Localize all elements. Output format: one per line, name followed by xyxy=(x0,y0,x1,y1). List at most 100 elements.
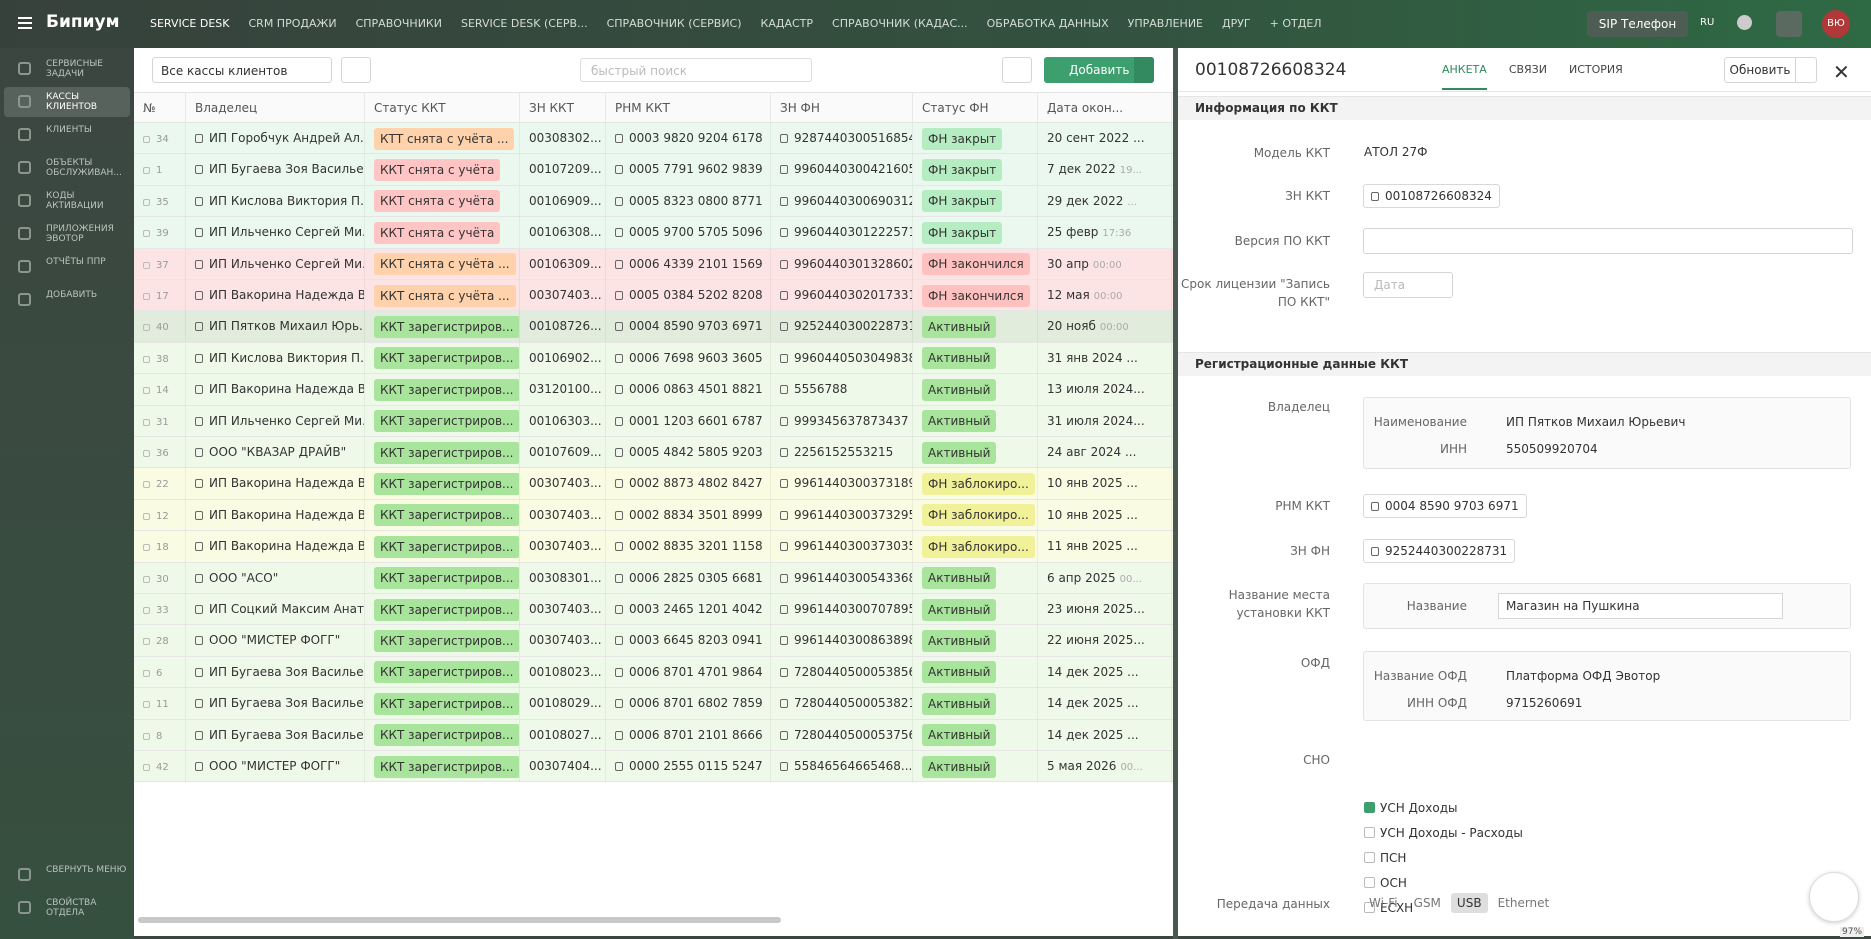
field-chip[interactable]: 00108726608324 xyxy=(1363,184,1500,208)
table-row[interactable]: 42 ООО "МИСТЕР ФОГГ" ККТ зарегистриров... 0… xyxy=(134,751,1173,783)
checkbox[interactable] xyxy=(1364,827,1375,838)
version-input[interactable] xyxy=(1363,228,1853,254)
status-badge: ФН заблокиро... xyxy=(922,535,1035,558)
table-cell: ККТ снята с учёта xyxy=(365,185,520,217)
nav-item[interactable]: ОБРАБОТКА ДАННЫХ xyxy=(986,17,1109,30)
checkbox-row[interactable]: УСН Доходы - Расходы xyxy=(1364,826,1523,840)
sip-button[interactable]: SIP Телефон xyxy=(1587,11,1688,37)
column-header[interactable]: Статус ККТ xyxy=(365,93,520,124)
tab[interactable]: АНКЕТА xyxy=(1442,63,1487,90)
nav-item[interactable]: КАДАСТР xyxy=(760,17,814,30)
table-row[interactable]: 6 ИП Бугаева Зоя Василье... ККТ зарегистри… xyxy=(134,656,1173,689)
reload-button[interactable] xyxy=(1002,57,1032,83)
checkbox-row[interactable]: ОСН xyxy=(1364,876,1407,890)
nav-item[interactable]: CRM ПРОДАЖИ xyxy=(248,17,337,30)
column-header[interactable]: ЗН ККТ xyxy=(520,93,606,124)
table-cell: ИП Соцкий Максим Анат... xyxy=(186,594,365,625)
column-header[interactable]: ЗН ФН xyxy=(771,93,913,124)
search-input[interactable]: быстрый поиск xyxy=(580,58,812,82)
sidebar-item[interactable]: ОБЪЕКТЫ ОБСЛУЖИВАН... xyxy=(4,153,130,183)
scrollbar[interactable] xyxy=(138,917,781,923)
refresh-dropdown[interactable] xyxy=(1795,57,1817,83)
nav-item[interactable]: + ОТДЕЛ xyxy=(1269,17,1322,30)
table-row[interactable]: 33 ИП Соцкий Максим Анат... ККТ зарегистри… xyxy=(134,594,1173,626)
close-button[interactable]: ✕ xyxy=(1833,60,1850,84)
transfer-option[interactable]: USB xyxy=(1450,893,1488,913)
table-row[interactable]: 39 ИП Ильченко Сергей Ми... ККТ снята с уч… xyxy=(134,217,1173,249)
table-row[interactable]: 36 ООО "КВАЗАР ДРАЙВ" ККТ зарегистриров...… xyxy=(134,437,1173,469)
table-row[interactable]: 17 ИП Вакорина Надежда В... ККТ снята с уч… xyxy=(134,280,1173,312)
sidebar-item[interactable]: КАССЫ КЛИЕНТОВ xyxy=(4,87,130,117)
date-input[interactable]: Дата xyxy=(1363,272,1453,298)
place-input[interactable]: Магазин на Пушкина xyxy=(1498,593,1783,619)
sidebar-item[interactable]: ПРИЛОЖЕНИЯ ЭВОТОР xyxy=(4,219,130,249)
table-row[interactable]: 40 ИП Пятков Михаил Юрь... ККТ зарегистрир… xyxy=(134,311,1173,343)
table-cell: Активный xyxy=(913,656,1038,688)
tab[interactable]: СВЯЗИ xyxy=(1508,63,1547,76)
nav-item[interactable]: СПРАВОЧНИК (СЕРВИС) xyxy=(606,17,742,30)
table-row[interactable]: 34 ИП Горобчук Андрей Ал... КТТ снята с уч… xyxy=(134,123,1173,155)
transfer-option[interactable]: Ethernet xyxy=(1497,896,1550,910)
table-row[interactable]: 11 ИП Бугаева Зоя Василье... ККТ зарегистр… xyxy=(134,688,1173,720)
table-cell: 14 дек 2025 ... xyxy=(1038,719,1172,751)
checkbox-row[interactable]: ЕСХН xyxy=(1364,901,1413,915)
sidebar-item[interactable]: ДОБАВИТЬ xyxy=(4,285,130,315)
logo[interactable]: Бипиум xyxy=(46,12,120,32)
language[interactable]: RU xyxy=(1700,17,1715,28)
nav-item[interactable]: УПРАВЛЕНИЕ xyxy=(1127,17,1203,30)
field-chip[interactable]: 0004 8590 9703 6971 xyxy=(1363,494,1527,518)
table-cell: 9960440301222571 xyxy=(771,217,913,249)
checkbox[interactable] xyxy=(1364,877,1375,888)
column-header[interactable]: Статус ФН xyxy=(913,93,1038,124)
filter-button[interactable] xyxy=(341,57,371,83)
column-header[interactable]: Дата окон... xyxy=(1038,93,1172,124)
table-row[interactable]: 35 ИП Кислова Виктория П... ККТ снята с уч… xyxy=(134,185,1173,218)
sidebar-item[interactable]: СЕРВИСНЫЕ ЗАДАЧИ xyxy=(4,54,130,84)
checkbox-row[interactable]: УСН Доходы xyxy=(1364,801,1457,815)
column-header[interactable]: РНМ ККТ xyxy=(606,93,771,124)
filter-select[interactable]: Все кассы клиентов xyxy=(152,57,332,83)
table-row[interactable]: 1 ИП Бугаева Зоя Василье... ККТ снята с уч… xyxy=(134,154,1173,186)
table-row[interactable]: 14 ИП Вакорина Надежда В... ККТ зарегистри… xyxy=(134,374,1173,406)
table-row[interactable]: 12 ИП Вакорина Надежда В... ККТ зарегистри… xyxy=(134,499,1173,532)
table-row[interactable]: 18 ИП Вакорина Надежда В... ККТ зарегистри… xyxy=(134,531,1173,563)
column-header[interactable]: № xyxy=(134,93,186,124)
chat-button[interactable] xyxy=(1809,872,1859,922)
nav-item[interactable]: СПРАВОЧНИК (КАДАС... xyxy=(832,17,968,30)
sidebar-item[interactable]: КЛИЕНТЫ xyxy=(4,120,130,150)
help-icon[interactable] xyxy=(1737,15,1752,30)
checkbox[interactable] xyxy=(1364,802,1375,813)
menu-icon[interactable] xyxy=(18,17,32,19)
table-row[interactable]: 37 ИП Ильченко Сергей Ми... ККТ снята с уч… xyxy=(134,248,1173,280)
table-row[interactable]: 38 ИП Кислова Виктория П... ККТ зарегистри… xyxy=(134,342,1173,375)
checkbox[interactable] xyxy=(1364,852,1375,863)
field-chip[interactable]: 9252440300228731 xyxy=(1363,539,1516,563)
table-row[interactable]: 22 ИП Вакорина Надежда В... ККТ зарегистри… xyxy=(134,468,1173,500)
nav-item[interactable]: SERVICE DESK (СЕРВ... xyxy=(460,17,588,30)
sidebar-item[interactable]: КОДЫ АКТИВАЦИИ xyxy=(4,186,130,216)
splitter[interactable] xyxy=(1173,48,1178,939)
refresh-button[interactable]: Обновить xyxy=(1724,57,1796,83)
transfer-option[interactable]: Wi-Fi xyxy=(1369,896,1398,910)
add-button[interactable]: Добавить xyxy=(1044,57,1154,83)
table-row[interactable]: 28 ООО "МИСТЕР ФОГГ" ККТ зарегистриров... 0… xyxy=(134,625,1173,657)
sidebar-item[interactable]: ОТЧЁТЫ ППР xyxy=(4,252,130,282)
tab[interactable]: ИСТОРИЯ xyxy=(1568,63,1623,76)
cell-text: 00307403... xyxy=(529,507,602,522)
table-row[interactable]: 8 ИП Бугаева Зоя Василье... ККТ зарегистри… xyxy=(134,719,1173,751)
checkbox[interactable] xyxy=(1364,902,1375,913)
cell-icon xyxy=(615,196,623,206)
sidebar-label: КАССЫ КЛИЕНТОВ xyxy=(46,92,98,112)
tool-icon[interactable] xyxy=(1776,11,1802,37)
sidebar-item[interactable]: СВОЙСТВА ОТДЕЛА xyxy=(4,893,130,923)
avatar[interactable]: ВЮ xyxy=(1822,10,1850,38)
sidebar-item[interactable]: СВЕРНУТЬ МЕНЮ xyxy=(4,860,130,890)
column-header[interactable]: Владелец xyxy=(186,93,365,124)
nav-item[interactable]: SERVICE DESK xyxy=(150,17,230,30)
nav-item[interactable]: ДРУГ xyxy=(1222,17,1251,30)
checkbox-row[interactable]: ПСН xyxy=(1364,851,1406,865)
nav-item[interactable]: СПРАВОЧНИКИ xyxy=(355,17,442,30)
transfer-option[interactable]: GSM xyxy=(1413,896,1441,910)
table-row[interactable]: 30 ООО "АСО" ККТ зарегистриров... 00308301.… xyxy=(134,562,1173,594)
table-row[interactable]: 31 ИП Ильченко Сергей Ми... ККТ зарегистри… xyxy=(134,405,1173,437)
